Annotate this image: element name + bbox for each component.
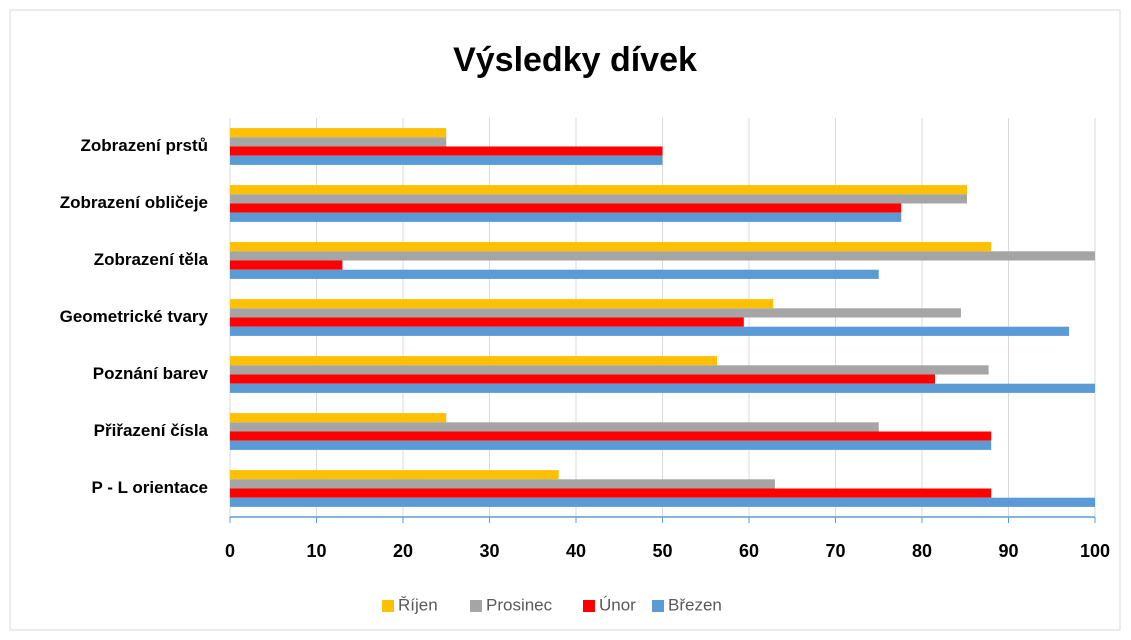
x-tick-label: 90 bbox=[998, 541, 1018, 561]
bar bbox=[230, 365, 989, 375]
chart-title: Výsledky dívek bbox=[453, 41, 697, 79]
bar bbox=[230, 317, 744, 327]
y-tick-label: P - L orientace bbox=[91, 478, 208, 497]
bar bbox=[230, 155, 663, 165]
bar bbox=[230, 137, 447, 147]
legend-swatch bbox=[652, 600, 664, 612]
y-tick-label: Zobrazení těla bbox=[94, 250, 209, 269]
legend-label: Prosinec bbox=[486, 595, 553, 614]
bar bbox=[230, 422, 879, 432]
y-tick-label: Zobrazení obličeje bbox=[60, 193, 208, 212]
bar bbox=[230, 431, 992, 441]
x-tick-label: 30 bbox=[479, 541, 499, 561]
bar bbox=[230, 260, 343, 270]
bar bbox=[230, 251, 1095, 261]
legend-swatch bbox=[382, 600, 394, 612]
x-tick-label: 100 bbox=[1080, 541, 1110, 561]
x-tick-label: 40 bbox=[566, 541, 586, 561]
legend-label: Říjen bbox=[398, 595, 438, 614]
bar bbox=[230, 146, 663, 156]
y-tick-label: Geometrické tvary bbox=[60, 307, 209, 326]
y-tick-label: Poznání barev bbox=[93, 364, 209, 383]
x-tick-label: 50 bbox=[652, 541, 672, 561]
x-tick-label: 70 bbox=[825, 541, 845, 561]
bar bbox=[230, 308, 961, 318]
legend-swatch bbox=[583, 600, 595, 612]
bar bbox=[230, 269, 879, 279]
bar bbox=[230, 413, 447, 423]
bar bbox=[230, 383, 1095, 393]
bar bbox=[230, 185, 967, 195]
legend-swatch bbox=[470, 600, 482, 612]
bar bbox=[230, 479, 775, 489]
x-tick-label: 80 bbox=[912, 541, 932, 561]
bar bbox=[230, 374, 935, 384]
y-tick-label: Zobrazení prstů bbox=[80, 136, 208, 155]
x-tick-label: 10 bbox=[306, 541, 326, 561]
bar bbox=[230, 212, 902, 222]
y-tick-label: Přiřazení čísla bbox=[94, 421, 209, 440]
bar bbox=[230, 242, 992, 252]
bar bbox=[230, 497, 1095, 507]
bar bbox=[230, 203, 902, 213]
bar bbox=[230, 128, 447, 138]
legend-label: Březen bbox=[668, 595, 722, 614]
bar bbox=[230, 326, 1070, 336]
bar bbox=[230, 470, 559, 480]
x-tick-label: 60 bbox=[739, 541, 759, 561]
legend-label: Únor bbox=[599, 595, 636, 614]
bar bbox=[230, 356, 717, 366]
bar bbox=[230, 194, 967, 204]
x-tick-label: 0 bbox=[225, 541, 235, 561]
bar bbox=[230, 440, 992, 450]
bar bbox=[230, 488, 992, 498]
x-tick-label: 20 bbox=[393, 541, 413, 561]
bar bbox=[230, 299, 774, 309]
